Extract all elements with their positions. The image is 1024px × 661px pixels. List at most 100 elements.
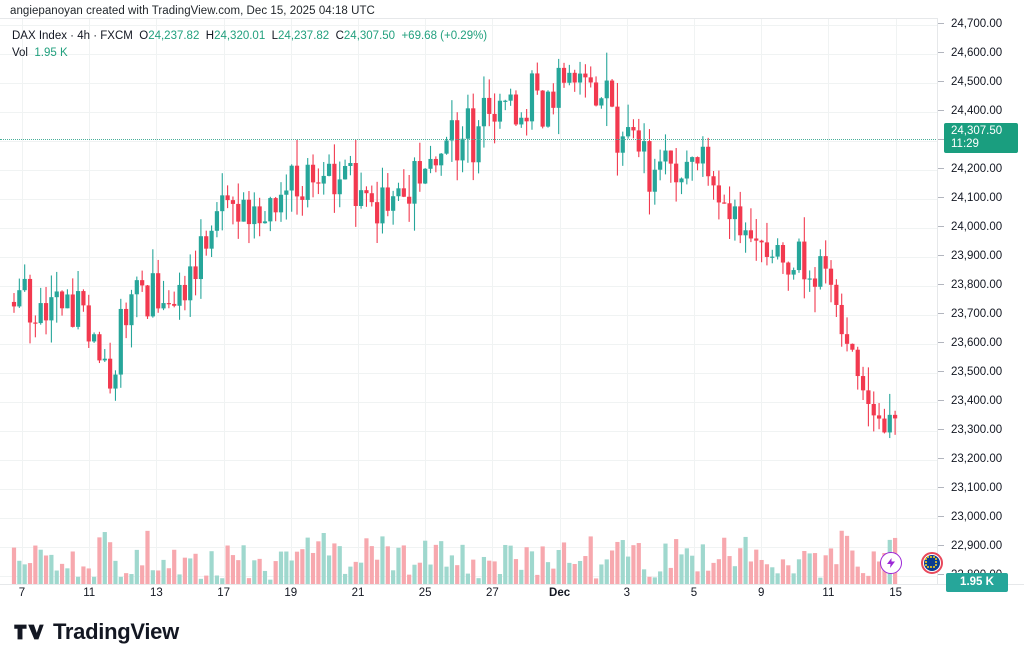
candle-body <box>786 262 791 275</box>
candle-body <box>86 305 91 342</box>
candle-body <box>54 291 59 298</box>
gridline-horizontal <box>0 315 937 316</box>
current-price-time: 11:29 <box>951 138 979 151</box>
volume-bar <box>604 559 609 584</box>
candle-body <box>246 199 252 225</box>
legend-symbol[interactable]: DAX Index <box>12 30 67 42</box>
gridline-horizontal <box>0 402 937 403</box>
price-tick-label: 24,700.00 <box>951 18 1003 30</box>
candle-body <box>812 278 818 287</box>
volume-bar <box>487 560 492 584</box>
candle-body <box>375 202 380 224</box>
candle-body <box>855 349 860 377</box>
volume-bar <box>839 530 844 584</box>
candle-body <box>497 100 503 122</box>
volume-bar <box>658 571 663 584</box>
candle-body <box>748 230 754 239</box>
candle-body <box>743 230 748 236</box>
volume-bar <box>695 571 700 584</box>
volume-bar <box>770 567 775 584</box>
candle-body <box>465 108 470 139</box>
candle-body <box>503 100 508 102</box>
candle-body <box>177 284 182 306</box>
legend-close-label: C <box>335 30 344 42</box>
volume-bar <box>652 577 657 584</box>
volume-bar <box>150 570 155 584</box>
volume-bar <box>455 565 460 584</box>
volume-bar <box>759 559 764 584</box>
volume-value-badge: 1.95 K <box>946 573 1008 592</box>
price-tick-label: 24,500.00 <box>951 76 1003 88</box>
volume-bar <box>241 545 246 584</box>
candle-body <box>871 403 876 416</box>
volume-bar <box>850 550 855 584</box>
price-axis[interactable]: 24,700.00 24,600.00 24,500.00 24,400.00 24,3… <box>938 18 1024 592</box>
volume-bar <box>497 574 503 584</box>
legend-open-label: O <box>139 30 149 42</box>
legend-exchange: FXCM <box>100 30 133 42</box>
volume-bar <box>284 551 289 584</box>
legend-interval[interactable]: 4h <box>77 30 91 42</box>
time-tick-label: 11 <box>83 587 96 599</box>
lightning-bolt-icon[interactable] <box>880 552 902 574</box>
time-axis[interactable]: 7 11 13 17 19 21 25 27 Dec 3 5 9 11 15 <box>0 585 1024 603</box>
candle-body <box>727 203 732 220</box>
gridline-horizontal <box>0 257 937 258</box>
plot-area[interactable] <box>0 18 938 585</box>
candle-body <box>369 193 374 203</box>
candle-body <box>156 273 161 309</box>
current-price-line <box>0 138 937 140</box>
candle-body <box>166 303 171 305</box>
volume-bar <box>166 568 171 584</box>
price-tick-dash <box>938 545 944 546</box>
gridline-horizontal <box>0 170 937 171</box>
gridline-vertical <box>761 19 763 584</box>
price-tick-label: 23,500.00 <box>951 366 1003 378</box>
volume-bar <box>577 560 583 584</box>
volume-bar <box>332 543 337 584</box>
footer: TradingView <box>0 603 1024 661</box>
volume-bar <box>599 564 604 584</box>
volume-bar <box>353 561 358 584</box>
tradingview-logo-icon <box>14 624 44 640</box>
gridline-vertical <box>895 19 897 584</box>
volume-bar <box>823 555 828 584</box>
price-tick-dash <box>938 139 944 140</box>
candle-body <box>294 165 300 197</box>
volume-bar <box>556 550 561 584</box>
gridline-vertical <box>223 19 225 584</box>
candle-body <box>599 98 604 106</box>
price-tick-label: 23,600.00 <box>951 337 1003 349</box>
legend-low-value: 24,237.82 <box>278 30 330 42</box>
candle-body <box>49 297 54 321</box>
volume-bar <box>690 555 695 584</box>
legend-ohlc-row: DAX Index · 4h · FXCM O24,237.82 H24,320… <box>12 28 487 44</box>
legend-high-value: 24,320.01 <box>214 30 266 42</box>
time-tick-label: 17 <box>217 587 230 599</box>
candle-body <box>326 163 332 176</box>
volume-bar <box>273 561 278 584</box>
candle-body <box>556 67 561 108</box>
volume-bar <box>17 560 22 584</box>
attribution-text: angiepanoyan created with TradingView.co… <box>10 5 375 17</box>
gridline-vertical <box>22 19 23 584</box>
volume-bar <box>140 565 145 584</box>
chart-legend[interactable]: DAX Index · 4h · FXCM O24,237.82 H24,320… <box>12 28 487 61</box>
volume-bar <box>588 536 593 584</box>
price-tick-dash <box>938 81 944 82</box>
volume-bar <box>465 573 470 584</box>
gridline-vertical <box>559 19 561 584</box>
candle-body <box>476 126 481 163</box>
candle-body <box>620 136 625 153</box>
volume-bar <box>321 533 326 584</box>
candle-body <box>236 203 241 222</box>
candle-body <box>348 163 353 166</box>
candle-body <box>690 157 695 162</box>
time-tick-label: 21 <box>351 587 365 599</box>
candle-body <box>834 284 839 305</box>
volume-bar <box>444 566 449 584</box>
eu-flag-glyph <box>924 555 940 571</box>
price-tick: 23,300.00 <box>938 423 1024 437</box>
eu-flag-icon[interactable] <box>921 552 943 574</box>
price-tick-label: 23,400.00 <box>951 395 1003 407</box>
